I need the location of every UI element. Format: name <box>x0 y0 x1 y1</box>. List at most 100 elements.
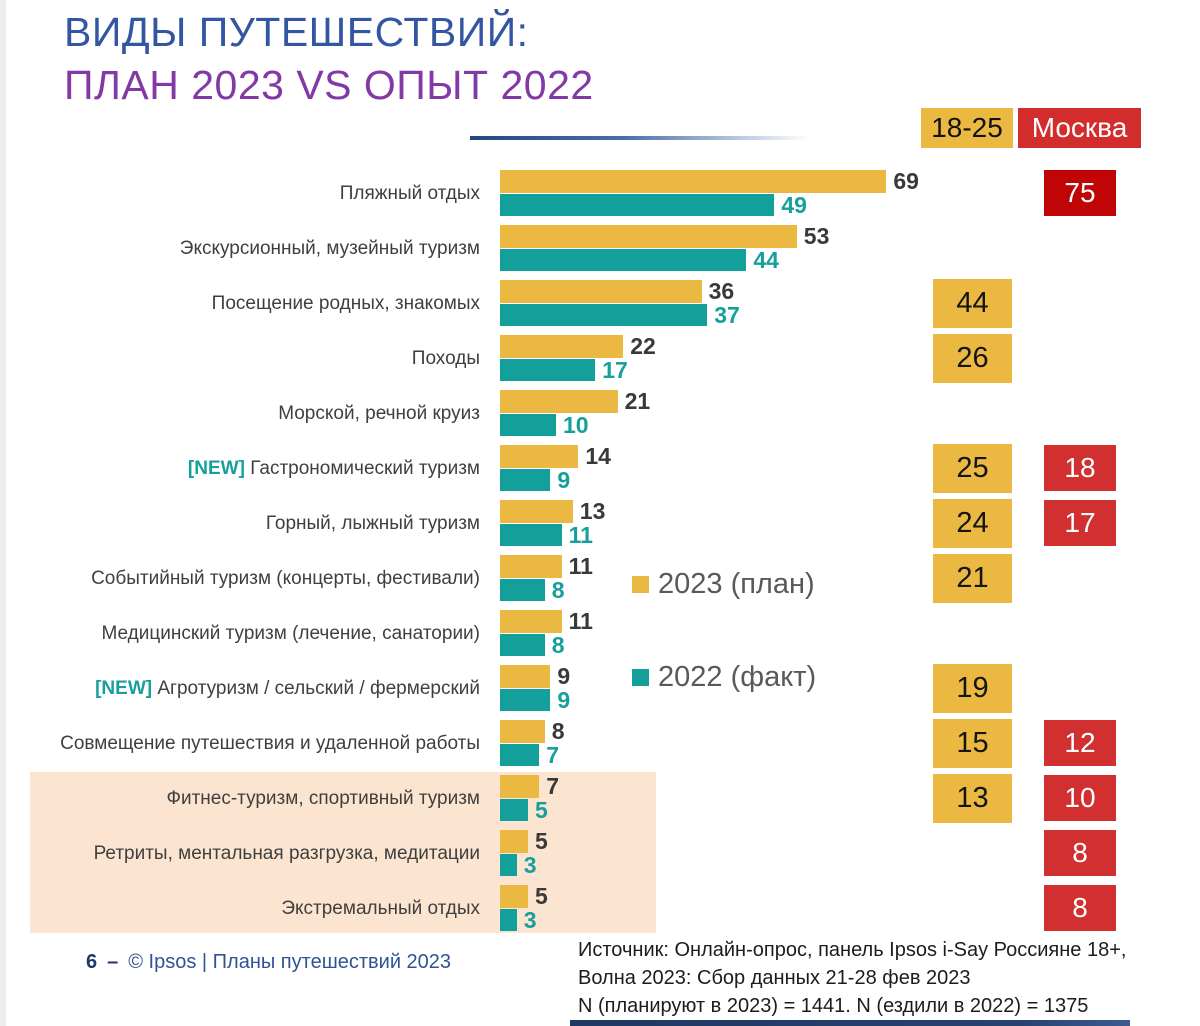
legend-plan-label: 2023 (план) <box>658 568 815 600</box>
plan-2023-value: 5 <box>535 828 548 854</box>
plan-2023-bar <box>500 390 618 413</box>
fact-2022-bar <box>500 194 775 216</box>
category-label: Экскурсионный, музейный туризм <box>0 221 490 276</box>
category-label-text: Морской, речной круиз <box>278 402 480 424</box>
new-tag: [NEW] <box>187 457 251 479</box>
footer-dash: – <box>107 951 119 973</box>
plan-2023-value: 22 <box>630 333 656 359</box>
category-label-text: Экстремальный отдых <box>281 897 480 919</box>
fact-2022-value: 37 <box>714 301 740 328</box>
category-label-text: Фитнес-туризм, спортивный туризм <box>166 787 480 809</box>
chart-row: Медицинский туризм (лечение, санатории) 1… <box>0 606 1200 661</box>
bar-pair: 53 44 <box>500 221 829 271</box>
plan-2023-bar <box>500 830 528 853</box>
plan-2023-bar <box>500 280 702 303</box>
plan-2023-bar <box>500 665 551 688</box>
category-label: Горный, лыжный туризм <box>0 496 490 551</box>
category-label: Морской, речной круиз <box>0 386 490 441</box>
bar-pair: 14 9 <box>500 441 611 491</box>
plan-2023-value: 53 <box>803 223 830 249</box>
fact-2022-value: 8 <box>551 631 565 658</box>
page-number: 6 <box>86 951 98 973</box>
chart-row: Фитнес-туризм, спортивный туризм 7 5 13 10 <box>0 771 1200 826</box>
plan-2023-bar <box>500 500 573 523</box>
category-label: Экстремальный отдых <box>0 881 490 936</box>
chart-row: Совмещение путешествия и удаленной работ… <box>0 716 1200 771</box>
fact-2022-bar <box>500 304 708 326</box>
moscow-header-badge: Москва <box>1018 108 1141 148</box>
chart-row: Морской, речной круиз 21 10 <box>0 386 1200 441</box>
legend-fact-label: 2022 (факт) <box>658 661 817 693</box>
source-line1: Источник: Онлайн-опрос, панель Ipsos i-S… <box>578 939 1127 961</box>
legend-plan-2023: 2023 (план) <box>632 568 815 601</box>
fact-2022-bar <box>500 744 540 766</box>
age-18-25-badge: 13 <box>933 774 1012 823</box>
fact-2022-bar <box>500 799 528 821</box>
chart-row: Экскурсионный, музейный туризм 53 44 <box>0 221 1200 276</box>
fact-2022-value: 8 <box>551 576 565 603</box>
plan-2023-value: 69 <box>893 168 919 194</box>
chart-row: Экстремальный отдых 5 3 8 <box>0 881 1200 936</box>
plan-2023-value: 7 <box>546 773 559 799</box>
plan-2023-bar <box>500 610 562 633</box>
plan-2023-value: 21 <box>624 388 651 414</box>
chart-row: Посещение родных, знакомых 36 37 44 <box>0 276 1200 331</box>
plan-2023-bar <box>500 775 540 798</box>
plan-2023-value: 5 <box>535 883 548 909</box>
bar-pair: 11 8 <box>500 551 593 601</box>
footer-copyright: © Ipsos | Планы путешествий 2023 <box>128 951 452 973</box>
fact-2022-value: 9 <box>557 686 571 713</box>
chart-row: [NEW] Гастрономический туризм 14 9 25 18 <box>0 441 1200 496</box>
category-label: Фитнес-туризм, спортивный туризм <box>0 771 490 826</box>
bar-pair: 11 8 <box>500 606 593 656</box>
fact-2022-value: 10 <box>563 411 589 438</box>
age-18-25-badge: 25 <box>933 444 1012 493</box>
fact-2022-bar <box>500 909 517 931</box>
category-label: Пляжный отдых <box>0 166 490 221</box>
moscow-badge: 12 <box>1044 720 1116 766</box>
fact-2022-bar <box>500 634 545 656</box>
category-label-text: Ретриты, ментальная разгрузка, медитации <box>93 842 480 864</box>
category-label-text: Посещение родных, знакомых <box>211 292 480 314</box>
page-title: ВИДЫ ПУТЕШЕСТВИЙ: ПЛАН 2023 VS ОПЫТ 2022 <box>64 6 594 112</box>
plan-2023-bar <box>500 170 887 193</box>
category-label-text: Событийный туризм (концерты, фестивали) <box>91 567 480 589</box>
category-label: Походы <box>0 331 490 386</box>
fact-2022-value: 11 <box>568 521 593 548</box>
plan-2023-bar <box>500 885 528 908</box>
category-label: Ретриты, ментальная разгрузка, медитации <box>0 826 490 881</box>
fact-2022-bar <box>500 249 747 271</box>
bar-pair: 21 10 <box>500 386 650 436</box>
source-line2: Волна 2023: Сбор данных 21-28 фев 2023 <box>578 967 971 989</box>
category-label: Медицинский туризм (лечение, санатории) <box>0 606 490 661</box>
plan-2023-value: 9 <box>557 663 571 689</box>
moscow-badge: 10 <box>1044 775 1116 821</box>
title-line1: ВИДЫ ПУТЕШЕСТВИЙ: <box>64 9 529 55</box>
chart-row: Походы 22 17 26 <box>0 331 1200 386</box>
fact-2022-bar <box>500 359 596 381</box>
age-18-25-badge: 19 <box>933 664 1012 713</box>
plan-2023-bar <box>500 445 579 468</box>
age-group-header-badge: 18-25 <box>921 108 1013 148</box>
chart-row: Ретриты, ментальная разгрузка, медитации… <box>0 826 1200 881</box>
age-18-25-badge: 15 <box>933 719 1012 768</box>
plan-2023-value: 14 <box>585 443 611 469</box>
fact-2022-bar <box>500 524 562 546</box>
left-edge-strip <box>0 0 6 1026</box>
legend-teal-swatch-icon <box>632 669 649 686</box>
plan-2023-value: 11 <box>568 553 593 579</box>
chart-row: Горный, лыжный туризм 13 11 24 17 <box>0 496 1200 551</box>
fact-2022-bar <box>500 414 556 436</box>
age-18-25-badge: 24 <box>933 499 1012 548</box>
moscow-badge: 8 <box>1044 830 1116 876</box>
legend-fact-2022: 2022 (факт) <box>632 661 816 694</box>
bar-pair: 22 17 <box>500 331 656 381</box>
plan-2023-value: 36 <box>708 278 735 304</box>
fact-2022-value: 44 <box>753 246 779 273</box>
fact-2022-value: 7 <box>546 741 559 768</box>
new-tag: [NEW] <box>95 677 158 699</box>
